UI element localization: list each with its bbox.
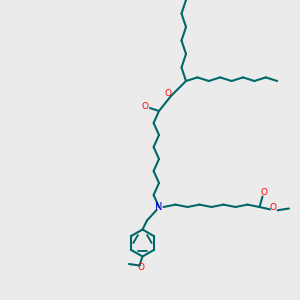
- Text: O: O: [142, 102, 149, 111]
- Text: N: N: [155, 202, 163, 212]
- Text: O: O: [164, 89, 172, 98]
- Text: O: O: [137, 262, 145, 272]
- Text: O: O: [260, 188, 268, 197]
- Text: O: O: [269, 203, 277, 212]
